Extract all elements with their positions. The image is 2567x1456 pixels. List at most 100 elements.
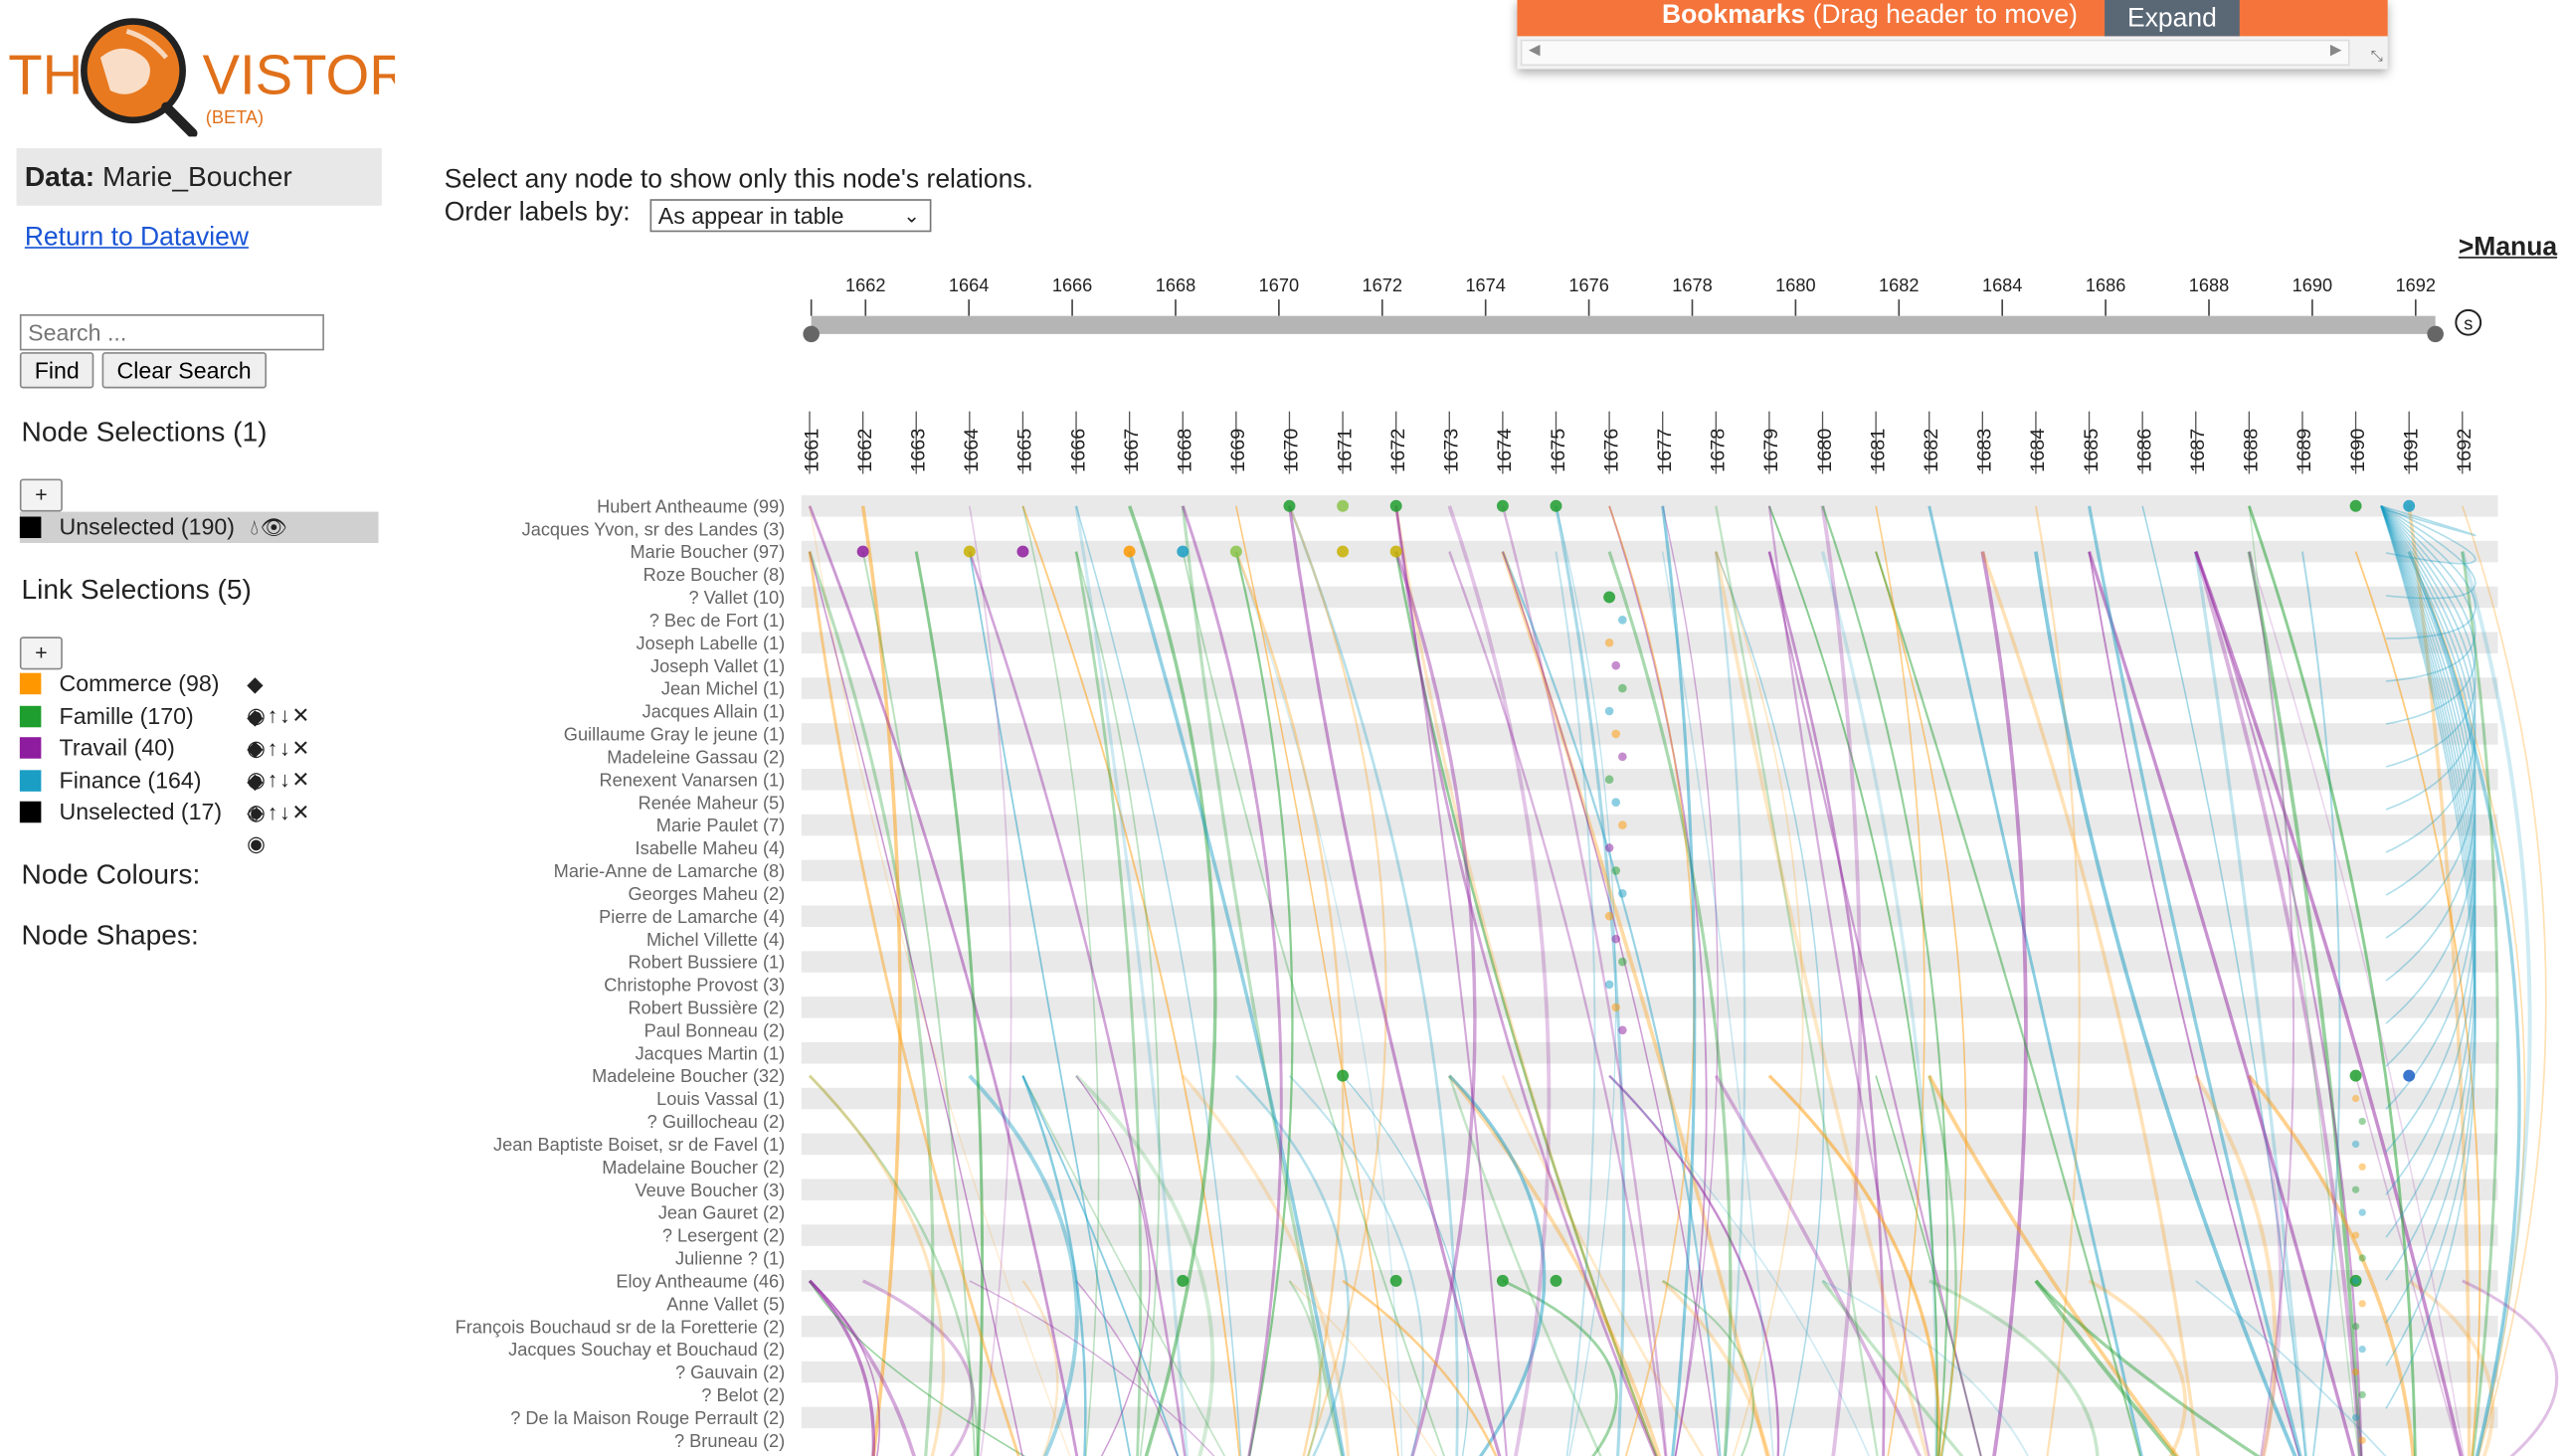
relation-node-dot[interactable] <box>2349 1069 2362 1082</box>
relation-node-dot[interactable] <box>2358 1117 2366 1126</box>
relation-node-dot[interactable] <box>1618 1025 1627 1035</box>
node-label[interactable]: Christophe Provost (3) <box>604 976 785 996</box>
relation-node-dot[interactable] <box>2351 1231 2360 1239</box>
relation-node-dot[interactable] <box>2358 1345 2366 1354</box>
node-label[interactable]: Isabelle Maheu (4) <box>636 838 786 858</box>
relation-node-dot[interactable] <box>2358 1300 2366 1308</box>
color-drop-icon[interactable]: ◆ <box>247 704 266 729</box>
node-label[interactable]: Jean Michel (1) <box>661 679 785 699</box>
color-drop-icon[interactable]: ◆ <box>247 671 266 696</box>
node-selection-unselected[interactable]: Unselected (190) 💧︎👁︎ <box>19 511 379 543</box>
eye-icon[interactable]: 👁︎ <box>260 514 289 540</box>
relation-node-dot[interactable] <box>1603 591 1616 604</box>
link-selection-commerce[interactable]: Commerce (98) ◆ ◉↑↓✕ <box>19 668 309 727</box>
relation-node-dot[interactable] <box>1389 545 1402 558</box>
node-label[interactable]: Marie-Anne de Lamarche (8) <box>554 861 786 881</box>
move-down-icon[interactable]: ↓ <box>279 702 292 728</box>
relation-node-dot[interactable] <box>1229 545 1242 558</box>
node-label[interactable]: ? De la Maison Rouge Perrault (2) <box>510 1408 785 1428</box>
node-label[interactable]: Marie Paulet (7) <box>656 816 785 835</box>
node-label[interactable]: Guillaume Gray le jeune (1) <box>564 725 785 745</box>
relation-node-dot[interactable] <box>963 545 976 558</box>
find-button[interactable]: Find <box>19 352 94 389</box>
node-label[interactable]: Jacques Martin (1) <box>636 1043 786 1063</box>
relation-node-dot[interactable] <box>1604 911 1614 921</box>
relation-node-dot[interactable] <box>1337 1069 1350 1082</box>
node-label[interactable]: ? Lesergent (2) <box>662 1226 785 1246</box>
eye-icon[interactable]: ◉ <box>247 800 268 824</box>
add-node-selection-button[interactable]: + <box>19 478 63 512</box>
node-label[interactable]: Madeleine Boucher (32) <box>592 1066 785 1086</box>
node-label[interactable]: ? Vallet (10) <box>688 588 785 608</box>
order-labels-select[interactable]: As appear in table ⌄ <box>649 199 932 233</box>
move-up-icon[interactable]: ↑ <box>267 766 280 792</box>
node-label[interactable]: Roze Boucher (8) <box>643 565 786 585</box>
relation-node-dot[interactable] <box>2358 1390 2366 1399</box>
time-range-slider[interactable]: 1662 1664 1666 1668 1670 1672 1674 1676 1678 1680… <box>0 264 2567 362</box>
move-down-icon[interactable]: ↓ <box>279 735 292 761</box>
node-label[interactable]: Eloy Antheaume (46) <box>616 1271 785 1291</box>
relation-node-dot[interactable] <box>2351 1277 2360 1285</box>
relation-node-dot[interactable] <box>1618 957 1627 967</box>
relation-node-dot[interactable] <box>1604 980 1614 990</box>
relation-node-dot[interactable] <box>2358 1436 2366 1444</box>
delete-icon[interactable]: ✕ <box>291 800 312 824</box>
relation-node-dot[interactable] <box>1283 499 1296 512</box>
node-label[interactable]: Anne Vallet (5) <box>666 1294 785 1314</box>
relation-node-dot[interactable] <box>2349 1274 2362 1287</box>
node-label[interactable]: Robert Bussiere (1) <box>629 953 786 973</box>
node-label[interactable]: François Bouchaud sr de la Foretterie (2… <box>456 1317 786 1337</box>
delete-icon[interactable]: ✕ <box>291 702 312 728</box>
delete-icon[interactable]: ✕ <box>291 735 312 761</box>
link-selection-finance[interactable]: Finance (164) ◆ ◉↑↓✕ <box>19 765 309 824</box>
relation-node-dot[interactable] <box>1618 616 1627 625</box>
node-label[interactable]: ? Gauvain (2) <box>675 1363 785 1382</box>
relation-node-dot[interactable] <box>1618 820 1627 829</box>
node-label[interactable]: Jean Baptiste Boiset, sr de Favel (1) <box>493 1135 785 1155</box>
node-label[interactable]: Julienne ? (1) <box>675 1249 785 1269</box>
link-selection-unselected[interactable]: Unselected (17) ◇ ◉ <box>19 797 266 855</box>
eye-icon[interactable]: ◉ <box>247 735 268 761</box>
expand-button[interactable]: Expand <box>2105 0 2240 37</box>
node-label[interactable]: Jacques Yvon, sr des Landes (3) <box>522 519 786 539</box>
manual-link[interactable]: >Manua <box>2458 233 2558 263</box>
relation-node-dot[interactable] <box>1389 1274 1402 1287</box>
node-label[interactable]: Madelaine Boucher (2) <box>602 1158 785 1178</box>
dynamic-ego-network-vis[interactable]: 1661 1662 1663 1664 1665 1666 1667 1668 1669 1670… <box>0 395 2567 1456</box>
relation-node-dot[interactable] <box>1550 499 1562 512</box>
move-up-icon[interactable]: ↑ <box>267 702 280 728</box>
relation-node-dot[interactable] <box>1337 545 1350 558</box>
relation-node-dot[interactable] <box>1618 889 1627 898</box>
relation-node-dot[interactable] <box>1016 545 1029 558</box>
link-selection-famille[interactable]: Famille (170) ◆ ◉↑↓✕ <box>19 701 309 760</box>
node-label[interactable]: Madeleine Gassau (2) <box>607 747 785 767</box>
color-drop-icon[interactable]: ◆ <box>247 735 266 761</box>
link-selection-travail[interactable]: Travail (40) ◆ ◉↑↓✕ <box>19 732 309 792</box>
move-up-icon[interactable]: ↑ <box>267 800 280 824</box>
relation-node-dot[interactable] <box>2351 1094 2360 1103</box>
relation-node-dot[interactable] <box>2351 1323 2360 1331</box>
relation-node-dot[interactable] <box>1611 798 1621 807</box>
eye-icon[interactable]: ◉ <box>247 766 268 792</box>
relation-node-dot[interactable] <box>1496 1274 1509 1287</box>
relation-node-dot[interactable] <box>1389 499 1402 512</box>
relation-node-dot[interactable] <box>2403 499 2416 512</box>
relation-node-dot[interactable] <box>2351 1413 2360 1421</box>
clear-search-button[interactable]: Clear Search <box>101 352 267 389</box>
relation-node-dot[interactable] <box>1177 545 1190 558</box>
move-down-icon[interactable]: ↓ <box>279 800 292 824</box>
node-label[interactable]: Robert Bussière (2) <box>629 999 786 1018</box>
delete-icon[interactable]: ✕ <box>291 766 312 792</box>
relation-node-dot[interactable] <box>1337 499 1350 512</box>
relation-node-dot[interactable] <box>1611 1002 1621 1012</box>
slider-end-handle[interactable] <box>2427 325 2444 343</box>
relation-node-dot[interactable] <box>1604 706 1614 716</box>
relation-node-dot[interactable] <box>1177 1274 1190 1287</box>
eye-icon[interactable]: ◉ <box>247 702 268 728</box>
node-label[interactable]: Pierre de Lamarche (4) <box>599 907 785 927</box>
node-label[interactable]: Joseph Vallet (1) <box>650 656 785 676</box>
relation-node-dot[interactable] <box>1496 499 1509 512</box>
relation-node-dot[interactable] <box>2403 1069 2416 1082</box>
return-to-dataview-link[interactable]: Return to Dataview <box>24 224 249 253</box>
bookmarks-scrollbar[interactable]: ◀ ▶ <box>1520 39 2350 67</box>
